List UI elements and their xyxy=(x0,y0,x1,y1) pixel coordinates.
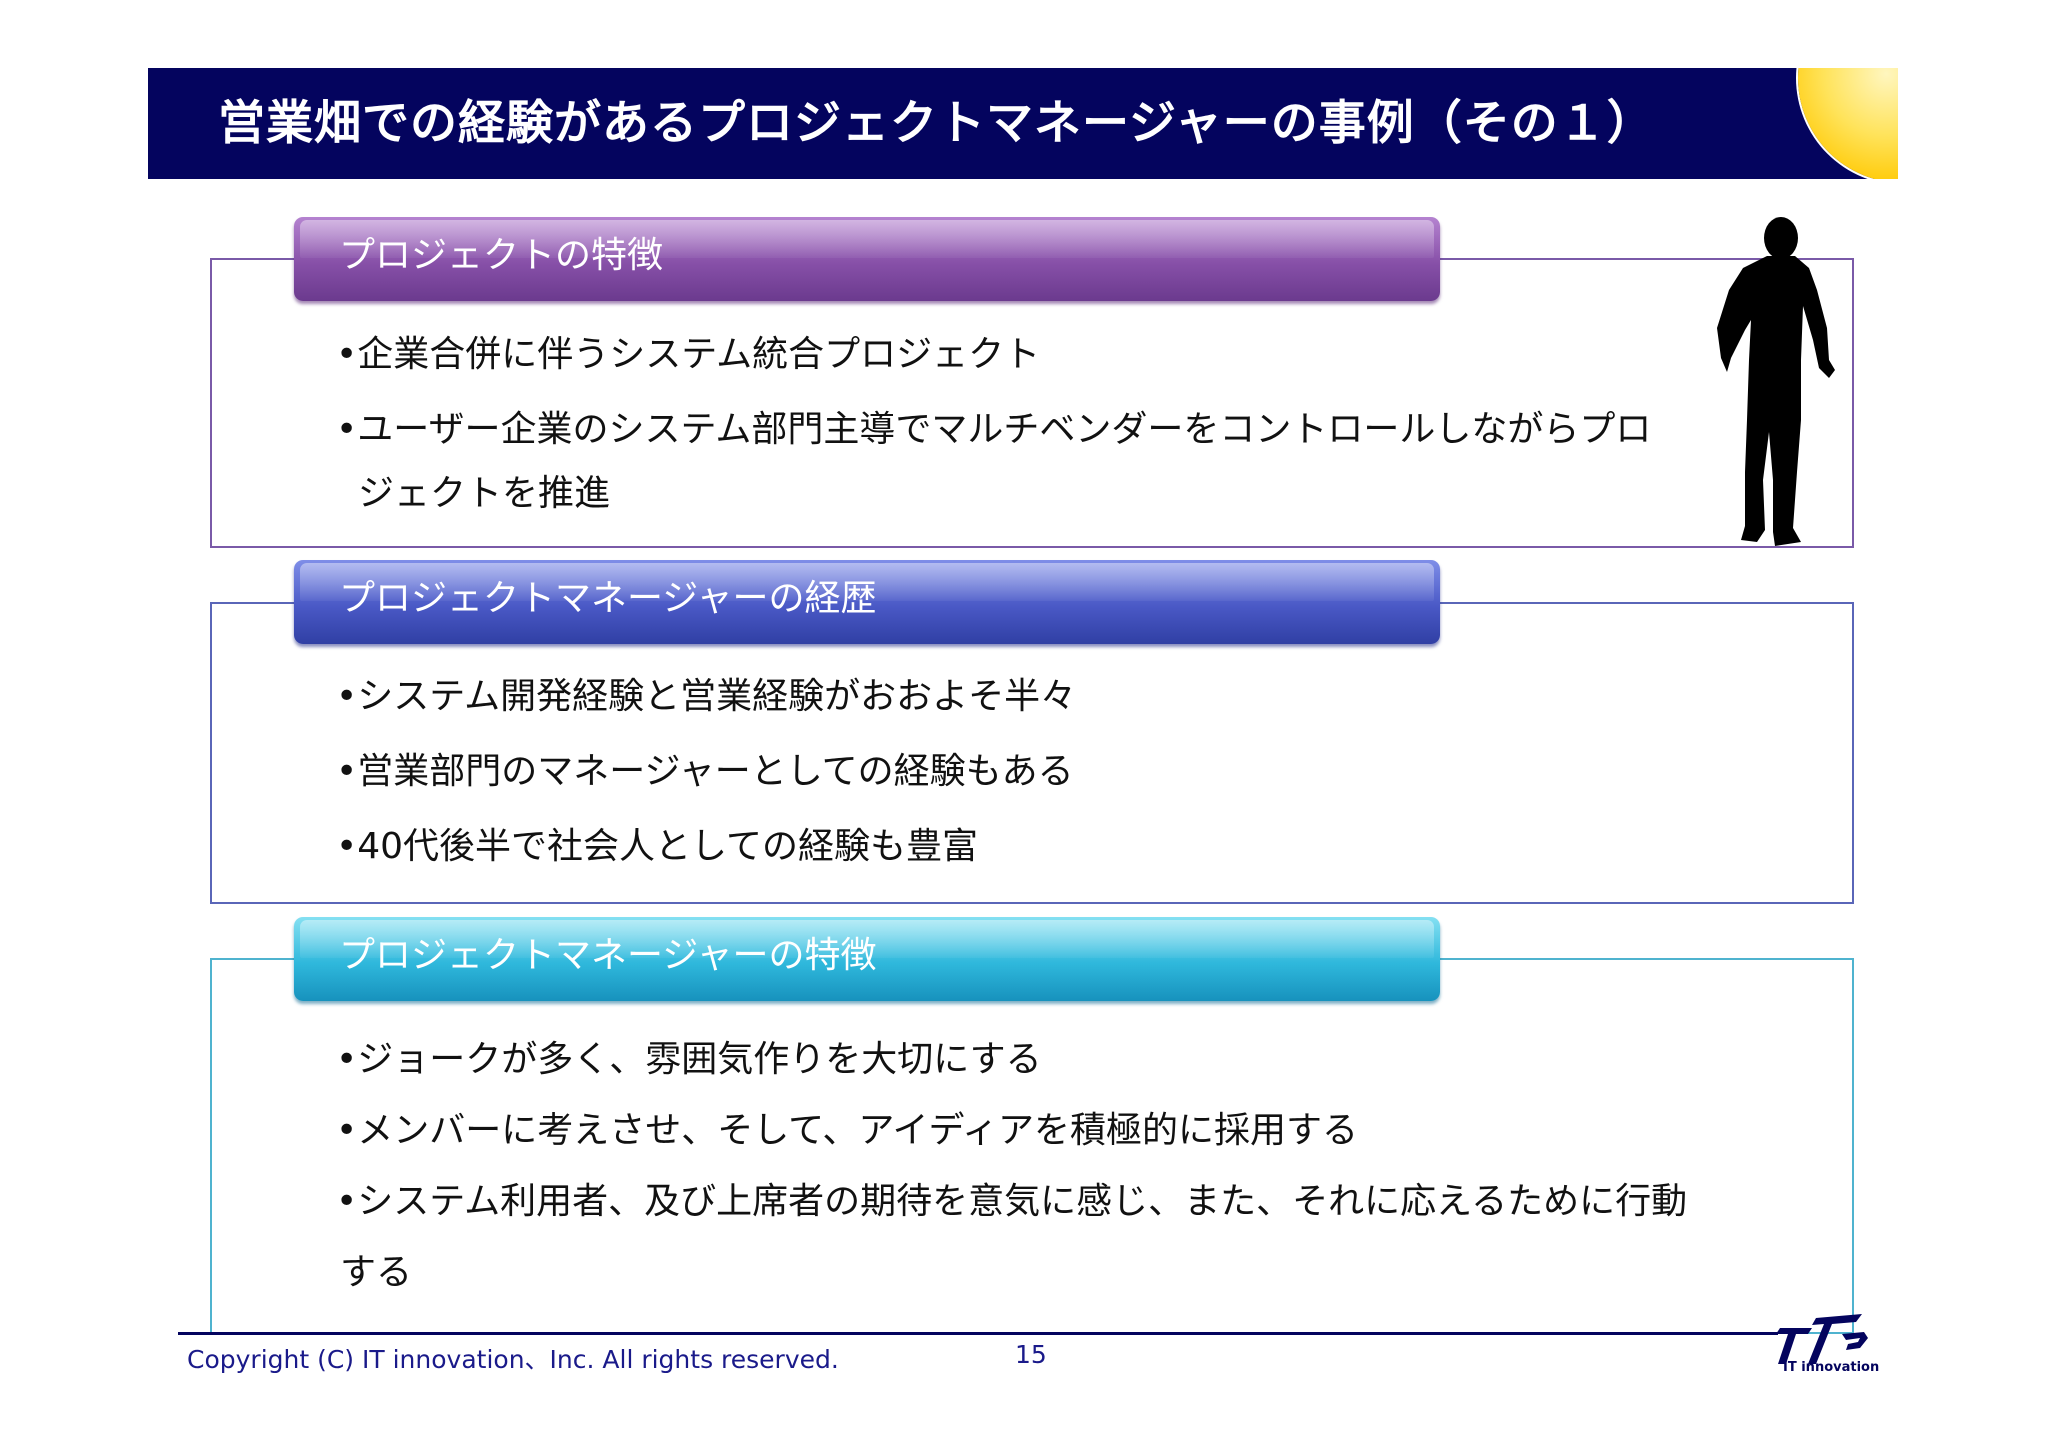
businessman-silhouette-icon xyxy=(1717,217,1835,546)
bullet-item: •システム利用者、及び上席者の期待を意気に感じ、また、それに応えるために行動 xyxy=(336,1181,1688,1222)
section-project-features-box xyxy=(210,258,1854,548)
section-header-pm-traits: プロジェクトマネージャーの特徴 xyxy=(294,917,1440,1001)
section-pm-traits-box xyxy=(210,958,1854,1334)
section-header-project-features: プロジェクトの特徴 xyxy=(294,217,1440,301)
page-number: 15 xyxy=(1015,1340,1047,1369)
bullet-item: •営業部門のマネージャーとしての経験もある xyxy=(336,751,1074,792)
header-highlight xyxy=(300,563,1434,601)
bullet-item: •メンバーに考えさせ、そして、アイディアを積極的に採用する xyxy=(336,1110,1359,1151)
section-header-pm-career: プロジェクトマネージャーの経歴 xyxy=(294,560,1440,644)
header-highlight xyxy=(300,920,1434,958)
bullet-item: •ジョークが多く、雰囲気作りを大切にする xyxy=(336,1039,1042,1080)
bullet-item: •システム開発経験と営業経験がおおよそ半々 xyxy=(336,676,1077,717)
section-pm-career-box xyxy=(210,602,1854,904)
logo-text: IT innovation xyxy=(1783,1360,1880,1375)
bullet-item: •40代後半で社会人としての経験も豊富 xyxy=(336,826,978,867)
section-header-label: プロジェクトマネージャーの特徴 xyxy=(339,935,877,976)
bullet-item-continuation: する xyxy=(340,1252,413,1293)
bullet-item: •企業合併に伴うシステム統合プロジェクト xyxy=(336,334,1041,375)
bullet-item-continuation: ジェクトを推進 xyxy=(358,473,611,514)
section-header-label: プロジェクトの特徴 xyxy=(339,235,664,276)
title-bar: 営業畑での経験があるプロジェクトマネージャーの事例（その１） xyxy=(148,68,1898,179)
bullet-item: •ユーザー企業のシステム部門主導でマルチベンダーをコントロールしながらプロ xyxy=(336,409,1652,450)
footer-divider xyxy=(178,1332,1778,1335)
section-header-label: プロジェクトマネージャーの経歴 xyxy=(339,578,877,619)
header-highlight xyxy=(300,220,1434,258)
company-logo-icon xyxy=(1776,1314,1868,1364)
copyright-text: Copyright (C) IT innovation、Inc. All rig… xyxy=(187,1345,839,1374)
sun-icon xyxy=(1798,68,1898,179)
page-title: 営業畑での経験があるプロジェクトマネージャーの事例（その１） xyxy=(218,96,1655,151)
